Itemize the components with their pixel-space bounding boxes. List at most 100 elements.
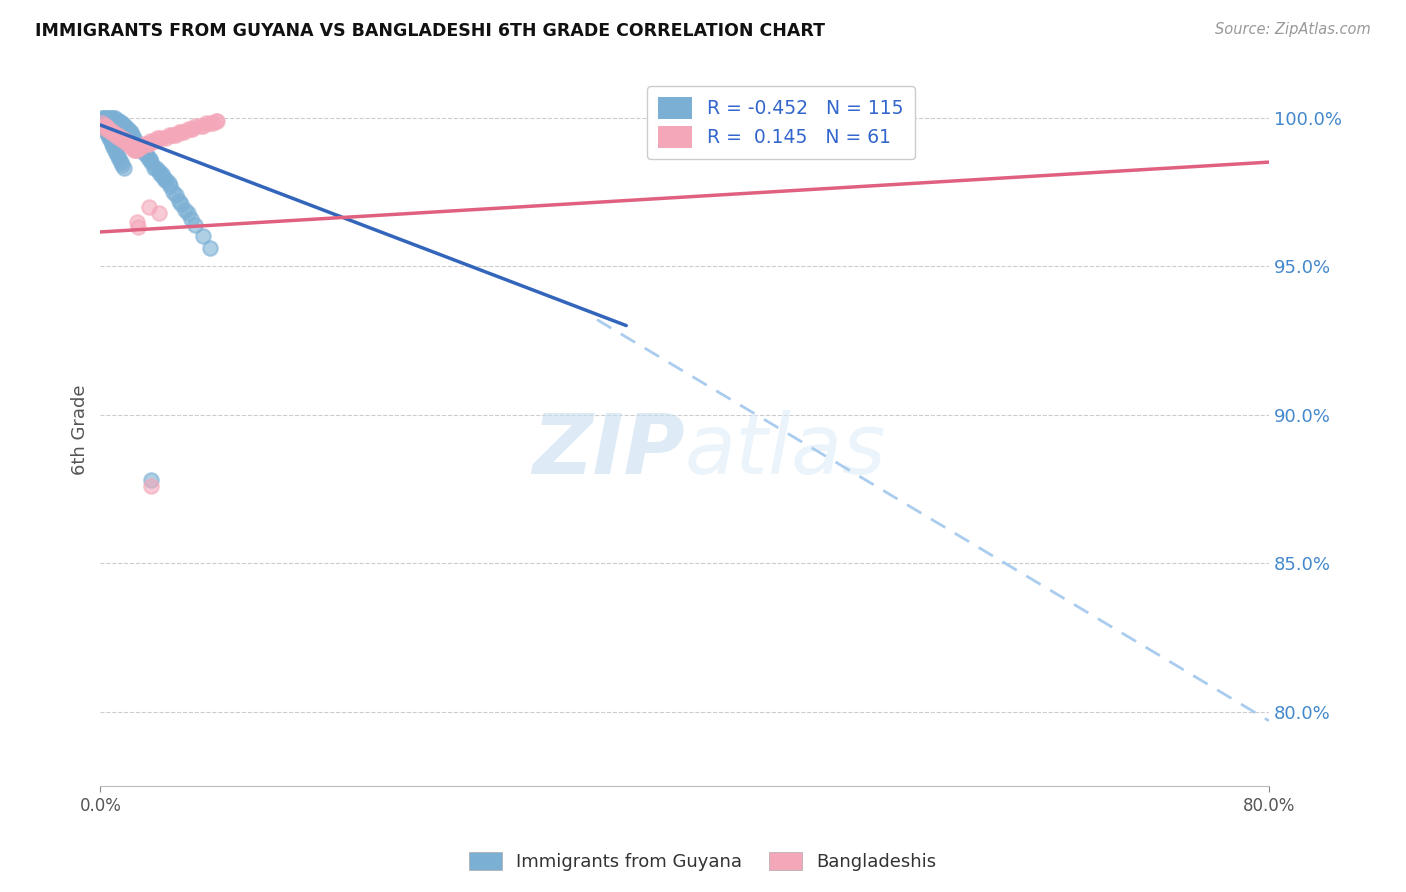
Point [108,131,131,145]
Point [165,187,187,202]
Point [115,122,138,136]
Point [114,122,136,136]
Point [97,116,120,130]
Point [110,116,132,130]
Point [122,131,145,145]
Point [112,134,135,148]
Point [98,120,121,134]
Point [135,146,157,161]
Point [120,125,142,139]
Point [114,134,136,148]
Point [134,137,156,152]
Point [110,120,132,134]
Point [107,120,129,134]
Point [157,128,180,143]
Y-axis label: 6th Grade: 6th Grade [72,384,89,475]
Point [141,473,163,487]
Point [205,113,228,128]
Point [150,131,173,145]
Point [121,140,143,154]
Point [160,128,183,143]
Point [110,131,132,145]
Text: ZIP: ZIP [531,410,685,491]
Point [98,116,121,130]
Point [90,111,112,125]
Point [101,111,124,125]
Point [157,176,180,190]
Point [98,111,121,125]
Point [100,111,122,125]
Point [136,149,159,163]
Point [108,152,131,166]
Point [112,120,135,134]
Point [101,137,124,152]
Point [91,111,114,125]
Point [110,155,132,169]
Point [111,122,134,136]
Point [146,131,169,145]
Point [191,229,214,244]
Point [107,128,129,143]
Point [100,120,122,134]
Point [120,128,142,143]
Point [101,113,124,128]
Point [104,111,127,125]
Point [101,120,124,134]
Point [91,120,114,134]
Point [155,131,177,145]
Point [194,116,217,130]
Point [138,137,160,152]
Point [114,120,136,134]
Point [145,134,167,148]
Point [170,125,193,139]
Point [142,134,165,148]
Point [129,140,152,154]
Point [129,143,152,157]
Legend: Immigrants from Guyana, Bangladeshis: Immigrants from Guyana, Bangladeshis [463,845,943,879]
Point [170,196,193,211]
Point [104,143,127,157]
Point [125,143,148,157]
Point [111,158,134,172]
Point [91,113,114,128]
Point [134,146,156,161]
Point [100,125,122,139]
Point [91,116,114,130]
Point [104,120,127,134]
Point [97,122,120,136]
Point [180,211,202,226]
Point [139,152,162,166]
Point [107,113,129,128]
Point [188,120,211,134]
Point [96,113,118,128]
Point [165,128,187,143]
Point [127,137,149,152]
Point [155,173,177,187]
Point [96,116,118,130]
Point [128,140,150,154]
Point [107,149,129,163]
Point [111,131,134,145]
Point [143,161,166,175]
Point [96,120,118,134]
Point [115,125,138,139]
Point [162,128,184,143]
Point [112,161,135,175]
Point [110,122,132,136]
Point [120,140,142,154]
Point [93,113,115,128]
Point [121,128,143,143]
Point [101,116,124,130]
Point [111,120,134,134]
Point [90,116,112,130]
Point [93,111,115,125]
Point [103,113,125,128]
Point [177,205,200,219]
Point [125,214,148,228]
Point [184,120,207,134]
Point [97,122,120,136]
Point [103,120,125,134]
Point [118,125,141,139]
Point [148,131,170,145]
Text: Source: ZipAtlas.com: Source: ZipAtlas.com [1215,22,1371,37]
